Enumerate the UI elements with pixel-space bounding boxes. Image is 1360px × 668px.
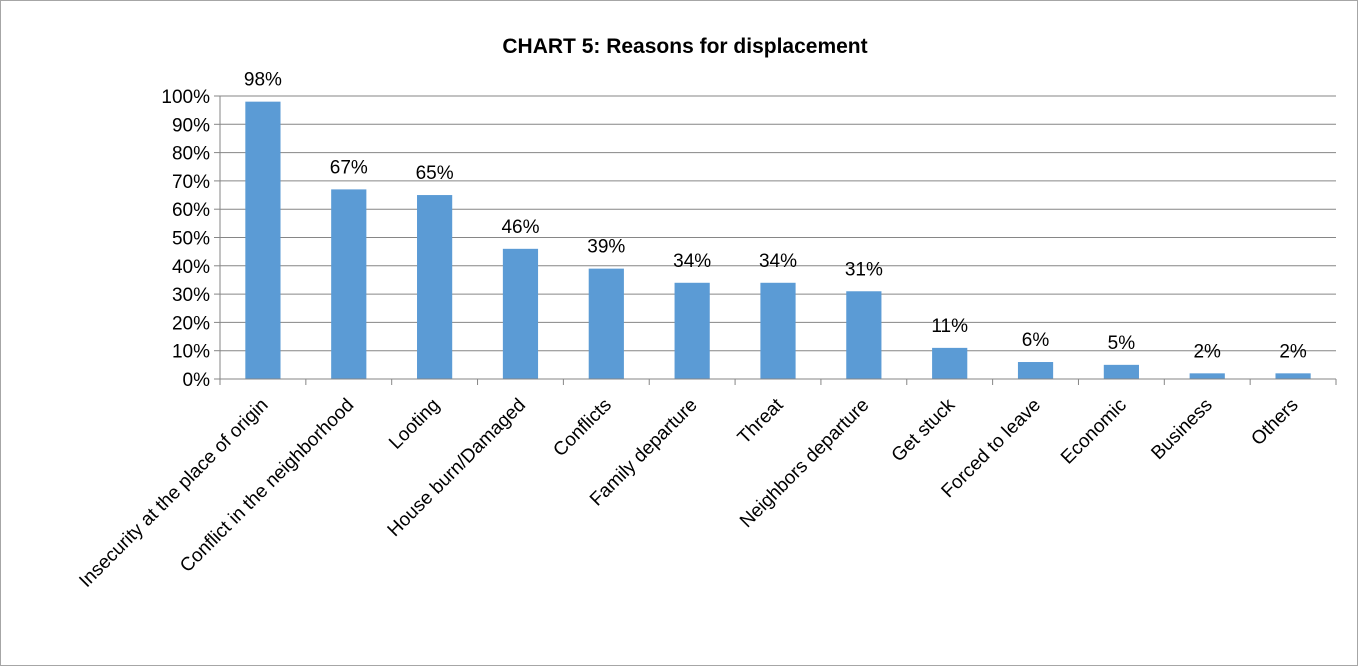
data-label: 98% — [244, 70, 282, 91]
x-category-label: Threat — [734, 394, 788, 448]
bar — [502, 248, 539, 379]
data-label: 6% — [1022, 330, 1050, 351]
data-label: 46% — [501, 217, 539, 238]
bar — [1189, 373, 1225, 379]
bar — [846, 291, 882, 379]
x-category-label: Conflict in the neighborhood — [176, 395, 358, 577]
bar — [1103, 364, 1139, 379]
y-tick-label: 30% — [172, 285, 210, 306]
y-axis: 0% 10% 20% 30% 40% 50% 60% 70% 80% 90% 100% — [161, 87, 221, 391]
bar — [588, 268, 624, 379]
y-tick-label: 20% — [172, 313, 210, 334]
y-tick-label: 40% — [172, 257, 210, 278]
y-tick-label: 80% — [172, 144, 210, 165]
gridlines — [220, 95, 1336, 352]
data-label: 5% — [1108, 333, 1136, 354]
data-label: 11% — [931, 316, 968, 337]
bars — [245, 101, 1311, 379]
data-label: 31% — [845, 259, 883, 280]
y-tick-label: 70% — [172, 172, 210, 193]
x-category-label: Conflicts — [549, 395, 615, 461]
x-category-label: House burn/Damaged — [384, 395, 530, 541]
y-tick-label: 100% — [161, 87, 210, 108]
bar — [1017, 362, 1054, 379]
data-label: 2% — [1193, 341, 1221, 362]
x-category-label: Get stuck — [888, 394, 960, 466]
data-label: 67% — [330, 157, 368, 178]
x-axis: Insecurity at the place of originConflic… — [75, 378, 1337, 592]
x-category-label: Insecurity at the place of origin — [75, 395, 272, 592]
bar — [760, 282, 796, 379]
bar — [417, 195, 453, 379]
data-label: 34% — [673, 251, 711, 272]
x-category-label: Looting — [385, 395, 444, 454]
data-label: 2% — [1279, 341, 1307, 362]
y-tick-label: 10% — [172, 342, 210, 363]
y-tick-label: 60% — [172, 200, 210, 221]
bar — [245, 101, 281, 379]
bar — [331, 189, 367, 379]
data-labels: 98% 67% 65% 46% 39% 34% 34% 31% 11% 6% 5% 2% 2% — [244, 70, 1307, 363]
y-tick-label: 90% — [172, 115, 210, 136]
x-category-label: Economic — [1057, 395, 1131, 469]
bar — [932, 347, 968, 379]
x-category-label: Others — [1247, 395, 1302, 450]
chart-title: CHART 5: Reasons for displacement — [502, 35, 867, 58]
data-label: 34% — [759, 251, 797, 272]
data-label: 39% — [587, 237, 625, 258]
data-label: 65% — [416, 163, 454, 184]
x-category-label: Business — [1147, 395, 1216, 464]
y-tick-label: 50% — [172, 229, 210, 250]
y-tick-label: 0% — [183, 370, 211, 391]
bar — [1275, 373, 1311, 379]
bar — [674, 282, 710, 379]
